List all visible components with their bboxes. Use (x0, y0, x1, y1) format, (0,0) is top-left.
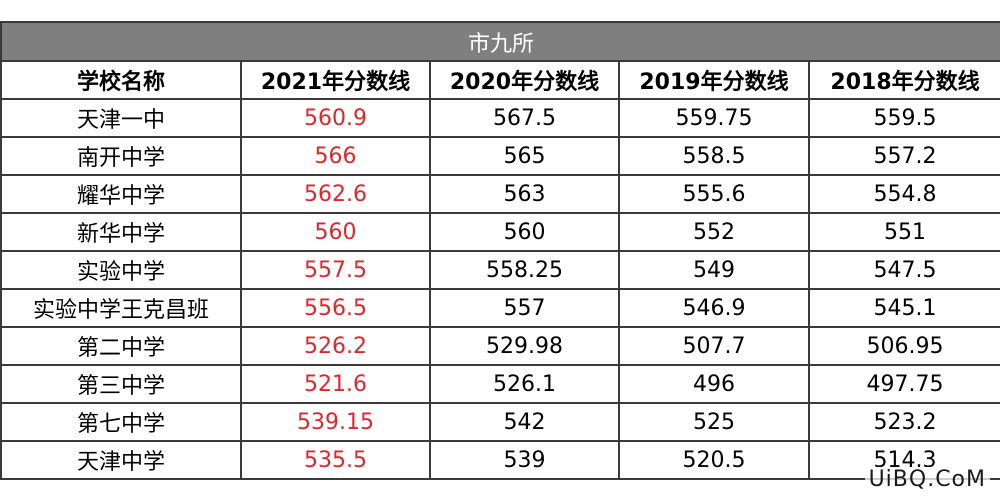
score-cell: 557 (429, 288, 620, 328)
score-cell: 560 (240, 212, 431, 252)
score-cell: 560.9 (240, 98, 431, 138)
column-header: 学校名称 (0, 60, 242, 100)
score-cell: 566 (240, 136, 431, 176)
table-row: 天津中学 535.5 539 520.5 514.3 (0, 440, 1000, 480)
score-cell: 535.5 (240, 440, 431, 480)
school-name-cell: 第三中学 (0, 364, 242, 404)
score-cell: 547.5 (807, 250, 1000, 290)
score-cell: 529.98 (429, 326, 620, 366)
score-cell: 523.2 (807, 402, 1000, 442)
score-cell: 497.75 (807, 364, 1000, 404)
school-name-cell: 第二中学 (0, 326, 242, 366)
score-cell: 558.25 (429, 250, 620, 290)
score-cell: 559.75 (618, 98, 810, 138)
score-cell: 557.2 (807, 136, 1000, 176)
school-name-cell: 南开中学 (0, 136, 242, 176)
table-row: 耀华中学 562.6 563 555.6 554.8 (0, 174, 1000, 214)
score-cell: 526.1 (429, 364, 620, 404)
title-row: 市九所 (0, 21, 1000, 62)
score-cell: 562.6 (240, 174, 431, 214)
score-cell: 526.2 (240, 326, 431, 366)
score-cell: 560 (429, 212, 620, 252)
school-name-cell: 天津中学 (0, 440, 242, 480)
school-name-cell: 第七中学 (0, 402, 242, 442)
table-row: 第三中学 521.6 526.1 496 497.75 (0, 364, 1000, 404)
score-cell: 539.15 (240, 402, 431, 442)
column-header: 2020年分数线 (429, 60, 620, 100)
table-body: 天津一中 560.9 567.5 559.75 559.5 南开中学 566 565 558.5… (0, 98, 1000, 480)
score-cell: 554.8 (807, 174, 1000, 214)
table-row: 新华中学 560 560 552 551 (0, 212, 1000, 252)
column-header: 2018年分数线 (807, 60, 1000, 100)
school-name-cell: 耀华中学 (0, 174, 242, 214)
score-cell: 563 (429, 174, 620, 214)
score-table-container: 市九所 学校名称 2021年分数线 2020年分数线 2019年分数线 2018年分数线… (0, 21, 1000, 480)
table-row: 实验中学王克昌班 556.5 557 546.9 545.1 (0, 288, 1000, 328)
score-cell: 549 (618, 250, 810, 290)
header-row: 学校名称 2021年分数线 2020年分数线 2019年分数线 2018年分数线 (0, 60, 1000, 100)
score-cell: 521.6 (240, 364, 431, 404)
school-name-cell: 实验中学 (0, 250, 242, 290)
score-cell: 552 (618, 212, 810, 252)
score-cell: 520.5 (618, 440, 810, 480)
column-header: 2021年分数线 (240, 60, 431, 100)
score-cell: 525 (618, 402, 810, 442)
score-table: 市九所 学校名称 2021年分数线 2020年分数线 2019年分数线 2018年分数线… (0, 21, 1000, 480)
score-cell: 496 (618, 364, 810, 404)
score-cell: 539 (429, 440, 620, 480)
score-cell: 506.95 (807, 326, 1000, 366)
score-cell: 556.5 (240, 288, 431, 328)
table-row: 第七中学 539.15 542 525 523.2 (0, 402, 1000, 442)
watermark: UiBQ.CoM (864, 467, 990, 492)
score-cell: 507.7 (618, 326, 810, 366)
table-row: 天津一中 560.9 567.5 559.75 559.5 (0, 98, 1000, 138)
score-cell: 565 (429, 136, 620, 176)
table-row: 南开中学 566 565 558.5 557.2 (0, 136, 1000, 176)
score-cell: 545.1 (807, 288, 1000, 328)
school-name-cell: 实验中学王克昌班 (0, 288, 242, 328)
score-cell: 551 (807, 212, 1000, 252)
table-row: 第二中学 526.2 529.98 507.7 506.95 (0, 326, 1000, 366)
school-name-cell: 新华中学 (0, 212, 242, 252)
column-header: 2019年分数线 (618, 60, 810, 100)
score-cell: 567.5 (429, 98, 620, 138)
school-name-cell: 天津一中 (0, 98, 242, 138)
score-cell: 555.6 (618, 174, 810, 214)
score-cell: 542 (429, 402, 620, 442)
score-cell: 557.5 (240, 250, 431, 290)
score-cell: 559.5 (807, 98, 1000, 138)
table-row: 实验中学 557.5 558.25 549 547.5 (0, 250, 1000, 290)
score-cell: 558.5 (618, 136, 810, 176)
score-cell: 546.9 (618, 288, 810, 328)
table-title: 市九所 (0, 21, 1000, 62)
